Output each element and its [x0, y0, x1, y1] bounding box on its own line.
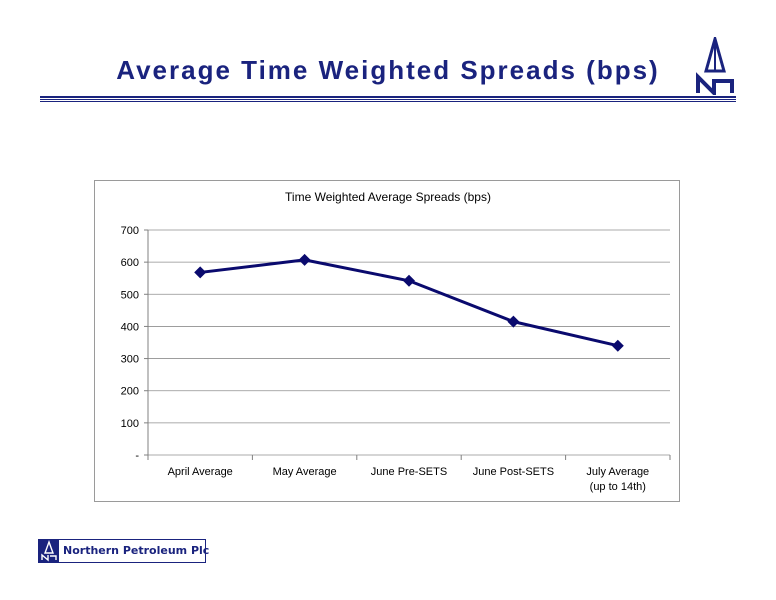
y-tick-label: 700 — [121, 225, 139, 237]
title-rule-bottom — [40, 101, 736, 102]
chart-title: Time Weighted Average Spreads (bps) — [285, 190, 491, 204]
y-tick-label: 600 — [121, 257, 139, 269]
y-tick-label: - — [135, 450, 139, 462]
series-line — [200, 258, 619, 348]
company-logo-small-icon — [39, 539, 59, 562]
x-tick-label: April Average — [168, 466, 233, 478]
x-tick-label: July Average (up to 14th) — [586, 466, 649, 493]
data-point-marker — [507, 315, 520, 328]
y-tick-label: 400 — [121, 321, 139, 333]
y-tick-label: 100 — [121, 418, 139, 430]
y-tick-label: 300 — [121, 354, 139, 366]
x-tick-label: June Post-SETS — [473, 466, 554, 478]
x-tick-label: June Pre-SETS — [371, 466, 447, 478]
data-point-marker — [298, 253, 311, 266]
y-tick-label: 200 — [121, 386, 139, 398]
chart-frame: Time Weighted Average Spreads (bps) - 100… — [94, 180, 680, 502]
x-tick-label: May Average — [273, 466, 337, 478]
title-rule-top — [40, 96, 736, 98]
line-chart: Time Weighted Average Spreads (bps) - 100… — [121, 190, 671, 493]
data-point-marker — [611, 339, 624, 352]
company-name: Northern Petroleum Plc — [63, 544, 210, 557]
slide-title: Average Time Weighted Spreads (bps) — [116, 55, 660, 85]
title-rule-middle — [40, 99, 736, 100]
data-point-marker — [194, 266, 207, 279]
company-footer-badge: Northern Petroleum Plc — [38, 539, 210, 563]
data-point-marker — [403, 274, 415, 287]
company-logo-icon — [696, 37, 734, 95]
y-tick-label: 500 — [121, 289, 139, 301]
